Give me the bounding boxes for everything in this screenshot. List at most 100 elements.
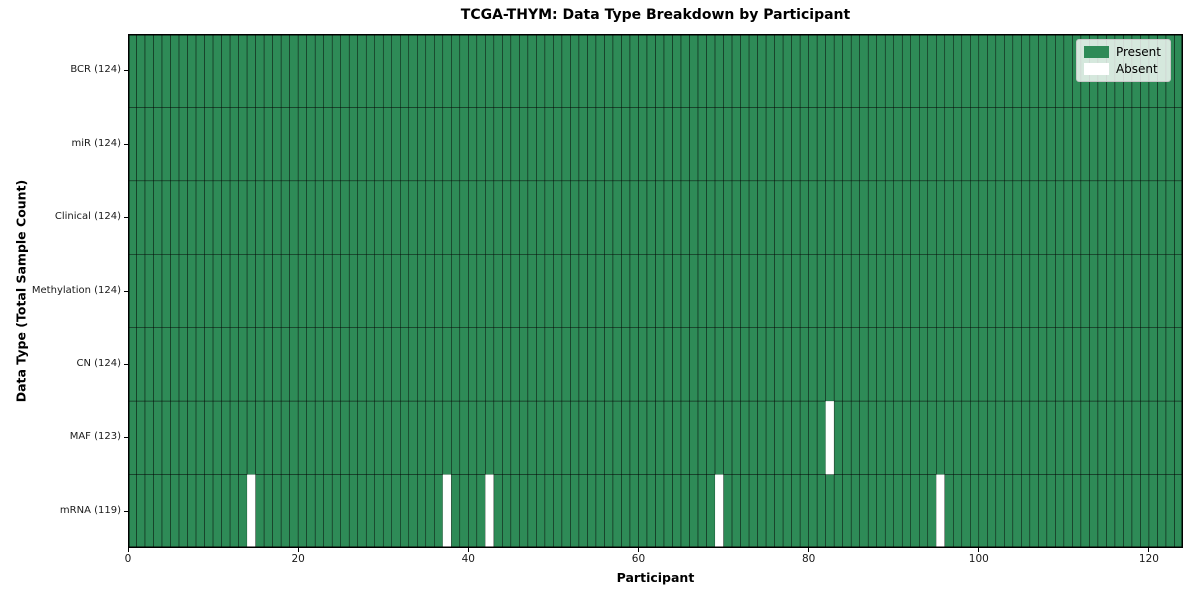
cell-present: [178, 474, 188, 548]
cell-present: [850, 34, 860, 108]
cell-present: [340, 34, 350, 108]
cell-present: [365, 107, 375, 182]
cell-present: [1114, 474, 1124, 548]
cell-present: [221, 327, 231, 402]
cell-present: [995, 34, 1005, 108]
cell-present: [953, 107, 963, 182]
cell-present: [910, 327, 920, 402]
cell-present: [314, 400, 324, 475]
cell-present: [791, 180, 801, 255]
cell-present: [502, 107, 512, 182]
cell-present: [221, 180, 231, 255]
cell-present: [961, 474, 971, 548]
cell-present: [153, 107, 163, 182]
cell-present: [561, 400, 571, 475]
cell-present: [961, 254, 971, 328]
cell-present: [153, 180, 163, 255]
cell-present: [187, 474, 197, 548]
cell-present: [306, 34, 316, 108]
cell-present: [893, 400, 903, 475]
cell-present: [485, 34, 495, 108]
cell-present: [1046, 107, 1056, 182]
cell-present: [195, 400, 205, 475]
cell-present: [612, 400, 622, 475]
cell-present: [510, 474, 520, 548]
cell-present: [808, 327, 818, 402]
cell-present: [740, 474, 750, 548]
cell-present: [1046, 180, 1056, 255]
cell-present: [672, 254, 682, 328]
cell-present: [638, 474, 648, 548]
cell-present: [255, 327, 265, 402]
cell-present: [578, 400, 588, 475]
cell-present: [382, 400, 393, 475]
cell-present: [867, 107, 877, 182]
cell-present: [178, 180, 188, 255]
cell-present: [459, 327, 469, 402]
cell-present: [697, 327, 707, 402]
cell-present: [476, 400, 486, 475]
cell-present: [425, 254, 435, 328]
cell-absent: [936, 474, 945, 548]
cell-present: [195, 107, 205, 182]
cell-present: [272, 34, 282, 108]
x-tick-label: 80: [801, 553, 816, 565]
cell-present: [502, 254, 512, 328]
cell-present: [825, 107, 835, 182]
cell-present: [408, 34, 418, 108]
cell-present: [255, 107, 265, 182]
cell-present: [553, 254, 563, 328]
cell-present: [510, 327, 520, 402]
cell-present: [1004, 254, 1014, 328]
cell-present: [553, 327, 563, 402]
cell-present: [995, 400, 1005, 475]
cell-present: [476, 107, 486, 182]
cell-present: [1131, 107, 1141, 182]
cell-present: [187, 327, 197, 402]
cell-present: [987, 254, 997, 328]
cell-present: [187, 34, 197, 108]
cell-absent: [442, 474, 452, 548]
cell-present: [995, 254, 1005, 328]
cell-present: [178, 34, 188, 108]
cell-present: [178, 327, 188, 402]
cell-present: [816, 327, 826, 402]
cell-present: [391, 400, 401, 475]
cell-present: [663, 474, 673, 548]
cell-present: [1106, 254, 1116, 328]
cell-present: [876, 327, 886, 402]
cell-present: [646, 254, 656, 328]
cell-present: [1063, 180, 1073, 255]
cell-present: [272, 400, 282, 475]
cell-present: [144, 34, 154, 108]
cell-absent: [485, 474, 494, 548]
cell-present: [970, 34, 980, 108]
cell-present: [187, 107, 197, 182]
cell-present: [714, 400, 724, 475]
cell-present: [1046, 34, 1056, 108]
cell-present: [255, 180, 265, 255]
cell-present: [391, 180, 401, 255]
cell-present: [306, 254, 316, 328]
cell-present: [663, 400, 673, 475]
cell-present: [144, 474, 154, 548]
cell-present: [544, 180, 554, 255]
cell-present: [919, 327, 929, 402]
cell-present: [595, 107, 605, 182]
cell-present: [791, 34, 801, 108]
cell-present: [527, 180, 537, 255]
cell-present: [493, 254, 503, 328]
cell-present: [1021, 400, 1031, 475]
cell-present: [936, 400, 946, 475]
cell-present: [442, 400, 452, 475]
cell-present: [425, 474, 435, 548]
cell-present: [884, 400, 894, 475]
cell-present: [502, 400, 512, 475]
cell-present: [689, 254, 699, 328]
cell-present: [791, 327, 801, 402]
cell-present: [1072, 107, 1082, 182]
cell-present: [246, 34, 256, 108]
cell-present: [365, 34, 375, 108]
cell-present: [212, 327, 222, 402]
cell-present: [434, 180, 444, 255]
